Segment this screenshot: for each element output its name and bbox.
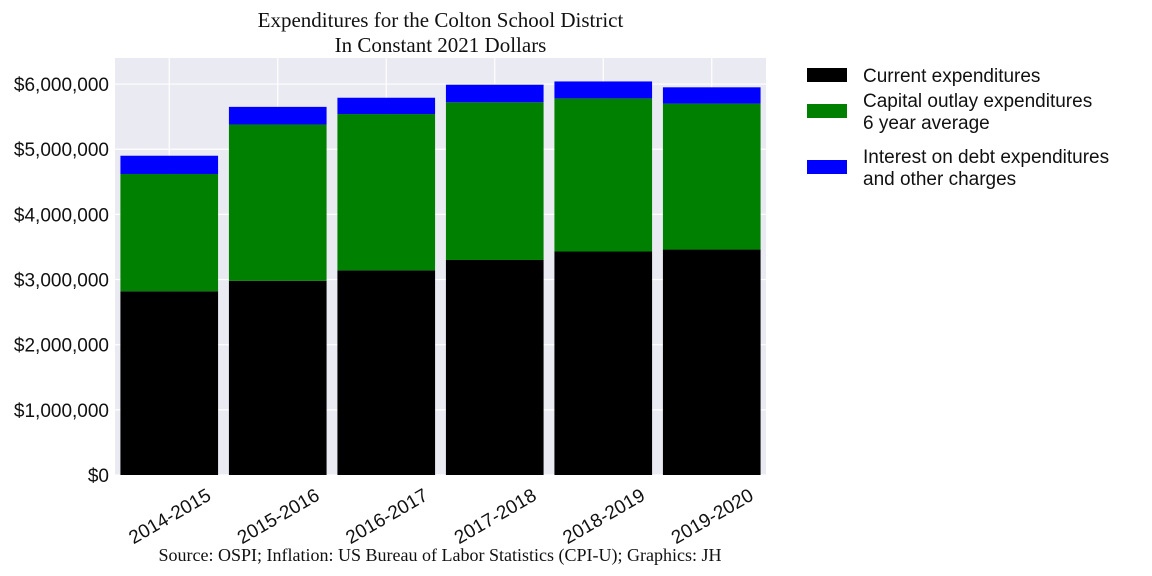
bar-segment-capital-2018-2019 — [554, 98, 653, 252]
bar-segment-capital-2019-2020 — [662, 103, 761, 250]
y-tick-label: $4,000,000 — [14, 205, 109, 226]
legend-label: Capital outlay expenditures — [863, 91, 1092, 112]
x-tick-label: 2014-2015 — [126, 485, 215, 549]
title-line: Expenditures for the Colton School Distr… — [258, 8, 624, 32]
bar-segment-capital-2017-2018 — [445, 102, 544, 260]
plot-area — [115, 58, 766, 475]
y-tick-label: $3,000,000 — [14, 271, 109, 292]
bar-segment-interest-2018-2019 — [554, 81, 653, 99]
y-tick-label: $6,000,000 — [14, 75, 109, 96]
x-tick-label: 2019-2020 — [668, 485, 757, 549]
bar-segment-current-2016-2017 — [337, 270, 436, 475]
legend: Current expenditures Capital outlay expen… — [807, 66, 1109, 190]
bar-segment-capital-2016-2017 — [337, 114, 436, 271]
source-note: Source: OSPI; Inflation: US Bureau of La… — [159, 545, 722, 566]
chart-title: Expenditures for the Colton School Distr… — [258, 8, 624, 57]
legend-swatch — [807, 160, 847, 174]
y-tick-label: $2,000,000 — [14, 336, 109, 357]
x-axis: 2014-2015 2015-2016 2016-2017 2017-2018 2018… — [126, 485, 758, 549]
bar-segment-capital-2014-2015 — [120, 173, 219, 292]
x-tick-label: 2018-2019 — [560, 485, 649, 549]
x-tick-label: 2016-2017 — [343, 485, 432, 549]
title-line: In Constant 2021 Dollars — [335, 33, 547, 57]
bar-segment-interest-2017-2018 — [445, 84, 544, 103]
x-tick-label: 2015-2016 — [234, 485, 323, 549]
bar-segment-current-2017-2018 — [445, 259, 544, 475]
bar-segment-current-2014-2015 — [120, 291, 219, 475]
legend-swatch — [807, 68, 847, 82]
legend-swatch — [807, 104, 847, 118]
legend-label: Interest on debt expenditures — [863, 147, 1109, 168]
bar-segment-interest-2015-2016 — [228, 106, 327, 125]
legend-label: Current expenditures — [863, 66, 1040, 87]
bar-segment-current-2019-2020 — [662, 249, 761, 475]
legend-label: and other charges — [863, 169, 1016, 190]
bar-segment-interest-2019-2020 — [662, 87, 761, 104]
x-tick-label: 2017-2018 — [451, 485, 540, 549]
y-tick-label: $1,000,000 — [14, 401, 109, 422]
bar-stacks — [120, 81, 761, 475]
bar-segment-interest-2016-2017 — [337, 97, 436, 115]
bar-segment-current-2018-2019 — [554, 251, 653, 475]
y-tick-label: $0 — [88, 466, 109, 487]
y-axis: $0 $1,000,000 $2,000,000 $3,000,000 $4,000,0… — [14, 75, 109, 487]
bar-segment-capital-2015-2016 — [228, 124, 327, 281]
legend-label: 6 year average — [863, 113, 990, 134]
bar-segment-interest-2014-2015 — [120, 155, 219, 174]
y-tick-label: $5,000,000 — [14, 140, 109, 161]
bar-segment-current-2015-2016 — [228, 280, 327, 475]
